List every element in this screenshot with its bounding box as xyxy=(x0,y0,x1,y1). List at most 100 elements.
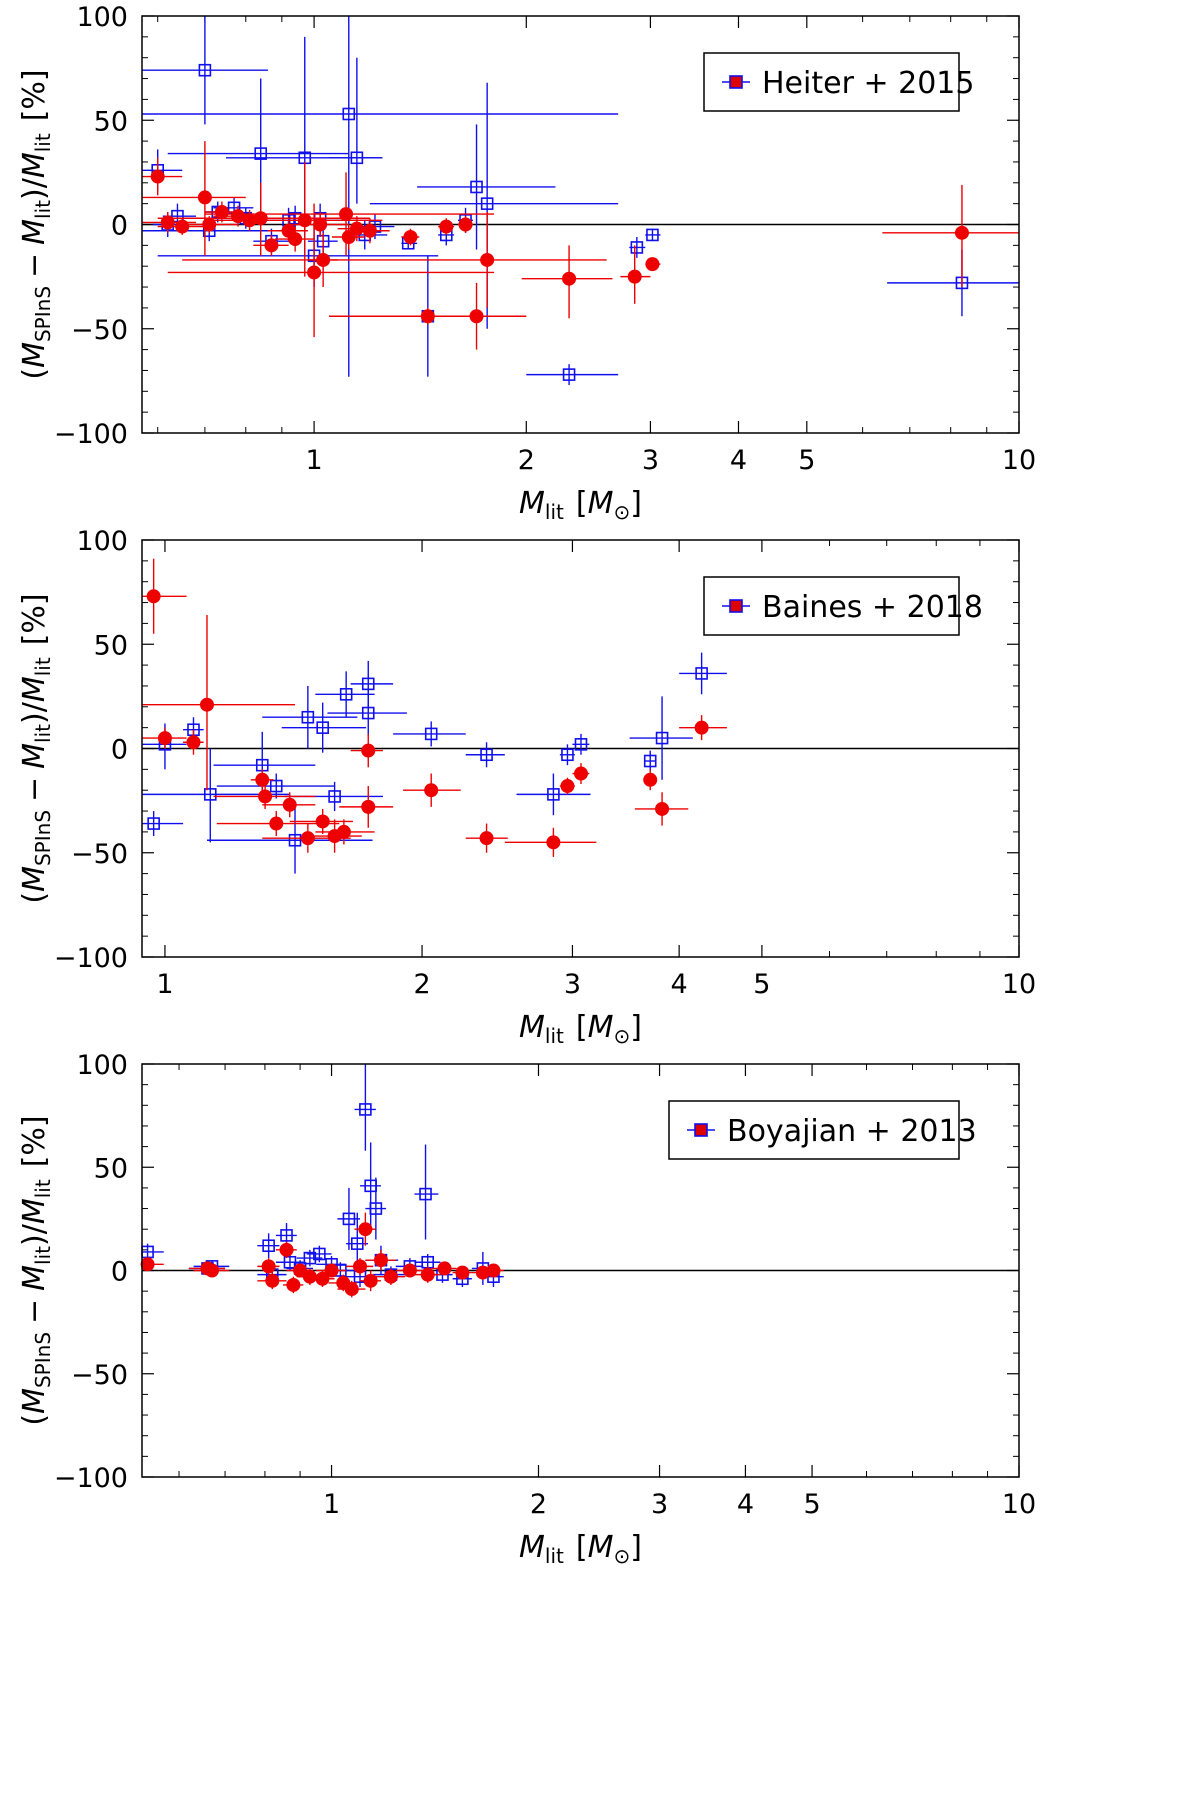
y-tick-label: −50 xyxy=(71,1360,128,1391)
x-axis-unit-symbol: M xyxy=(588,486,614,521)
data-point-circle xyxy=(307,265,322,280)
y-axis-slash: / xyxy=(17,1223,52,1234)
y-axis-title: (MSPInS−Mlit)/Mlit[%] xyxy=(17,1115,55,1425)
y-tick-label: 0 xyxy=(111,1257,128,1288)
x-axis-title: Mlit [M⊙] xyxy=(519,486,642,524)
series-red-circles xyxy=(142,558,727,857)
data-point-circle xyxy=(286,1277,301,1292)
data-point-square xyxy=(288,833,302,847)
y-axis-subscript: lit xyxy=(31,1179,55,1198)
x-tick-label: 10 xyxy=(1002,445,1036,476)
x-tick-label: 2 xyxy=(518,445,535,476)
data-point-circle xyxy=(324,1263,339,1278)
data-point-square xyxy=(424,727,438,741)
data-point-circle xyxy=(383,1269,398,1284)
data-point-circle xyxy=(313,217,328,232)
data-point-circle xyxy=(645,257,660,272)
x-tick-label: 3 xyxy=(651,1489,668,1520)
x-tick-label: 1 xyxy=(156,969,173,1000)
y-tick-label: 50 xyxy=(94,630,128,661)
y-tick-label: 100 xyxy=(76,2,128,33)
data-point-circle xyxy=(197,190,212,205)
chart-panel-3: 1 2 3 4 5 10 −100 −50 0 50 100 Boyajian + 2013 Mlit [… xyxy=(17,1050,1036,1568)
series-blue-squares xyxy=(141,1064,504,1288)
y-axis-paren: ( xyxy=(17,892,52,904)
y-axis-symbol: M xyxy=(17,1198,52,1224)
x-axis-unit-subscript: ⊙ xyxy=(613,1024,630,1048)
x-tick-label: 2 xyxy=(530,1489,547,1520)
data-point-square xyxy=(369,1202,383,1215)
data-point-square xyxy=(562,368,576,381)
y-axis-subscript: SPInS xyxy=(31,810,55,866)
x-tick-label: 2 xyxy=(413,969,430,1000)
x-axis-bracket: [ xyxy=(576,1530,588,1565)
y-tick-label: 50 xyxy=(94,1153,128,1184)
y-tick-label: 0 xyxy=(111,211,128,242)
data-point-circle xyxy=(546,835,561,850)
data-point-square xyxy=(280,1229,293,1242)
y-tick-label: −50 xyxy=(71,315,128,346)
y-axis-subscript: lit xyxy=(31,1246,55,1265)
y-tick-label: 0 xyxy=(111,735,128,766)
y-axis-paren: ( xyxy=(17,1414,52,1426)
data-point-circle xyxy=(363,1273,378,1288)
y-axis-symbol: M xyxy=(17,743,52,769)
legend-label: Heiter + 2015 xyxy=(762,66,974,101)
data-point-square xyxy=(574,738,588,751)
data-point-square xyxy=(547,788,560,801)
x-tick-label: 3 xyxy=(642,445,659,476)
x-axis-unit-subscript: ⊙ xyxy=(613,1544,630,1568)
y-tick-label: 50 xyxy=(94,106,128,137)
x-axis-symbol: M xyxy=(519,1010,545,1045)
data-point-circle xyxy=(336,824,351,839)
data-point-circle xyxy=(694,720,709,735)
x-tick-label: 3 xyxy=(564,969,581,1000)
y-axis-symbol: M xyxy=(17,866,52,892)
data-point-square xyxy=(316,721,329,734)
data-point-square xyxy=(361,706,375,720)
x-axis-subscript: lit xyxy=(545,500,564,524)
data-point-square xyxy=(646,228,659,242)
y-tick-label: −100 xyxy=(54,1463,128,1494)
data-point-circle xyxy=(269,816,284,831)
y-axis-symbol: M xyxy=(17,152,52,178)
data-point-circle xyxy=(186,735,201,750)
legend: Baines + 2018 xyxy=(703,576,983,636)
data-point-square xyxy=(361,677,375,691)
legend-marker xyxy=(729,75,743,89)
x-axis-bracket: ] xyxy=(630,1010,642,1045)
data-point-square xyxy=(561,748,574,762)
data-point-square xyxy=(695,667,708,680)
x-axis-title: Mlit [M⊙] xyxy=(519,1530,642,1568)
x-tick-label: 4 xyxy=(671,969,688,1000)
series-red-circles xyxy=(140,1212,504,1298)
data-point-square xyxy=(419,1187,432,1201)
x-axis-symbol: M xyxy=(519,1530,545,1565)
data-point-circle xyxy=(349,221,364,236)
y-axis-minus: − xyxy=(17,777,52,802)
legend-marker xyxy=(694,1123,708,1137)
data-point-square xyxy=(198,63,212,77)
series-blue-squares xyxy=(142,652,727,874)
x-axis-symbol: M xyxy=(519,486,545,521)
data-point-square xyxy=(342,107,356,121)
data-point-circle xyxy=(479,831,494,846)
data-point-circle xyxy=(261,1259,276,1274)
x-tick-label: 5 xyxy=(798,445,815,476)
x-axis-subscript: lit xyxy=(545,1544,564,1568)
data-point-circle xyxy=(420,1267,435,1282)
data-point-circle xyxy=(253,211,268,226)
data-point-circle xyxy=(403,230,418,245)
x-tick-label: 5 xyxy=(803,1489,820,1520)
data-point-square xyxy=(303,1251,317,1265)
x-axis-unit-subscript: ⊙ xyxy=(613,500,630,524)
y-axis-symbol: M xyxy=(17,676,52,702)
data-point-square xyxy=(470,180,483,194)
legend: Heiter + 2015 xyxy=(703,52,974,112)
y-axis-subscript: lit xyxy=(31,133,55,152)
data-point-circle xyxy=(420,309,435,324)
data-point-circle xyxy=(643,772,658,787)
y-tick-label: 100 xyxy=(76,526,128,557)
